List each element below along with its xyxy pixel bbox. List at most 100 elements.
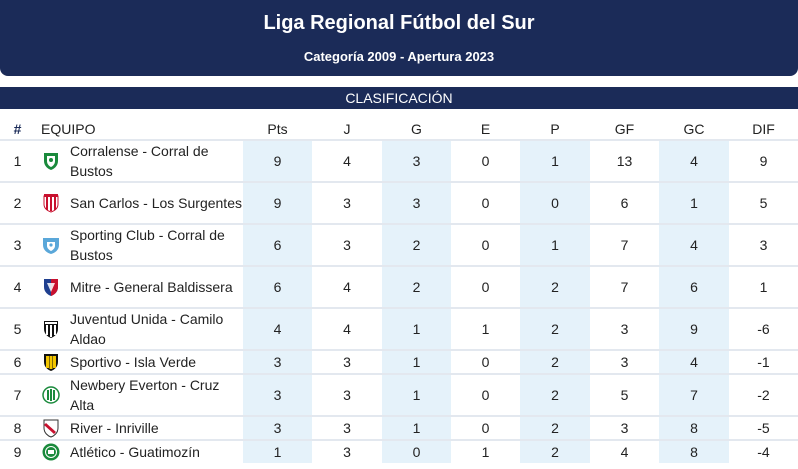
col-header-g: G (411, 120, 422, 137)
team-name: Sporting Club - Corral de Bustos (70, 227, 225, 263)
position-cell: 1 (0, 139, 35, 182)
gf-cell: 5 (590, 373, 659, 416)
col-header-p: P (550, 120, 560, 137)
g-cell: 1 (382, 349, 451, 374)
gf-cell: 3 (590, 415, 659, 440)
g-cell: 1 (382, 307, 451, 350)
col-header-dif: DIF (752, 120, 775, 137)
col-header-j: J (343, 120, 351, 137)
page-header: Liga Regional Fútbol del Sur Categoría 2… (0, 0, 798, 76)
team-name: Juventud Unida - Camilo Aldao (70, 311, 224, 347)
team-crest-icon (42, 418, 60, 438)
p-cell: 2 (520, 307, 590, 350)
pts-cell: 4 (243, 307, 312, 350)
table-row: 7 Newbery Everton - Cruz Alta 3 3 1 0 2 5 7 -2 (0, 373, 798, 416)
position-cell: 3 (0, 223, 35, 266)
dif-cell: -4 (729, 439, 798, 463)
g-cell: 0 (382, 439, 451, 463)
position-cell: 7 (0, 373, 35, 416)
team-cell: Atlético - Guatimozín (35, 439, 243, 463)
position-cell: 8 (0, 415, 35, 440)
j-cell: 3 (312, 415, 382, 440)
pts-cell: 9 (243, 181, 312, 224)
gc-cell: 7 (659, 373, 729, 416)
g-cell: 1 (382, 415, 451, 440)
team-cell: San Carlos - Los Surgentes (35, 181, 243, 224)
header-row: # EQUIPO Pts J G E P GF GC DIF (0, 118, 798, 140)
dif-cell: -1 (729, 349, 798, 374)
category-subtitle: Categoría 2009 - Apertura 2023 (303, 49, 495, 64)
j-cell: 4 (312, 139, 382, 182)
col-header-gf: GF (614, 120, 635, 137)
table-row: 8 River - Inriville 3 3 1 0 2 3 8 -5 (0, 415, 798, 440)
team-crest-icon (42, 151, 60, 171)
g-cell: 1 (382, 373, 451, 416)
table-row: 4 Mitre - General Baldissera 6 4 2 0 2 7 6 1 (0, 265, 798, 308)
team-cell: Mitre - General Baldissera (35, 265, 243, 308)
p-cell: 2 (520, 415, 590, 440)
team-name: Newbery Everton - Cruz Alta (70, 377, 220, 413)
team-crest-icon (42, 193, 60, 213)
team-cell: River - Inriville (35, 415, 243, 440)
table-row: 5 Juventud Unida - Camilo Aldao 4 4 1 1 2 3 9 -6 (0, 307, 798, 350)
pts-cell: 6 (243, 265, 312, 308)
gf-cell: 13 (590, 139, 659, 182)
dif-cell: 5 (729, 181, 798, 224)
gc-cell: 9 (659, 307, 729, 350)
gc-cell: 4 (659, 349, 729, 374)
e-cell: 0 (451, 139, 520, 182)
team-crest-icon (42, 442, 60, 462)
g-cell: 3 (382, 181, 451, 224)
p-cell: 0 (520, 181, 590, 224)
pts-cell: 3 (243, 415, 312, 440)
e-cell: 0 (451, 415, 520, 440)
dif-cell: 9 (729, 139, 798, 182)
gf-cell: 7 (590, 265, 659, 308)
team-crest-icon (42, 319, 60, 339)
table-row: 9 Atlético - Guatimozín 1 3 0 1 2 4 8 -4 (0, 439, 798, 463)
e-cell: 0 (451, 265, 520, 308)
team-crest-icon (42, 352, 60, 372)
j-cell: 3 (312, 181, 382, 224)
e-cell: 0 (451, 181, 520, 224)
col-header-pts: Pts (267, 120, 288, 137)
j-cell: 3 (312, 439, 382, 463)
col-header-gc: GC (683, 120, 705, 137)
table-row: 1 Corralense - Corral de Bustos 9 4 3 0 1 13 4 9 (0, 139, 798, 182)
team-cell: Sportivo - Isla Verde (35, 349, 243, 374)
gc-cell: 8 (659, 439, 729, 463)
dif-cell: -2 (729, 373, 798, 416)
dif-cell: -5 (729, 415, 798, 440)
table-row: 6 Sportivo - Isla Verde 3 3 1 0 2 3 4 -1 (0, 349, 798, 374)
gf-cell: 6 (590, 181, 659, 224)
j-cell: 3 (312, 349, 382, 374)
team-crest-icon (42, 277, 60, 297)
team-cell: Corralense - Corral de Bustos (35, 139, 243, 182)
table-row: 3 Sporting Club - Corral de Bustos 6 3 2 0 1 7 4… (0, 223, 798, 266)
position-cell: 2 (0, 181, 35, 224)
e-cell: 1 (451, 439, 520, 463)
gf-cell: 7 (590, 223, 659, 266)
pts-cell: 1 (243, 439, 312, 463)
position-cell: 9 (0, 439, 35, 463)
p-cell: 2 (520, 439, 590, 463)
team-name: Mitre - General Baldissera (70, 279, 233, 295)
j-cell: 4 (312, 307, 382, 350)
team-name: River - Inriville (70, 420, 159, 436)
table-row: 2 San Carlos - Los Surgentes 9 3 3 0 0 6 1 5 (0, 181, 798, 224)
gf-cell: 3 (590, 349, 659, 374)
pts-cell: 6 (243, 223, 312, 266)
p-cell: 1 (520, 139, 590, 182)
dif-cell: -6 (729, 307, 798, 350)
e-cell: 0 (451, 223, 520, 266)
p-cell: 1 (520, 223, 590, 266)
position-cell: 4 (0, 265, 35, 308)
pts-cell: 9 (243, 139, 312, 182)
pts-cell: 3 (243, 349, 312, 374)
gc-cell: 8 (659, 415, 729, 440)
section-title-bar: CLASIFICACIÓN (0, 87, 798, 109)
gc-cell: 4 (659, 223, 729, 266)
pts-cell: 3 (243, 373, 312, 416)
j-cell: 3 (312, 373, 382, 416)
position-cell: 5 (0, 307, 35, 350)
